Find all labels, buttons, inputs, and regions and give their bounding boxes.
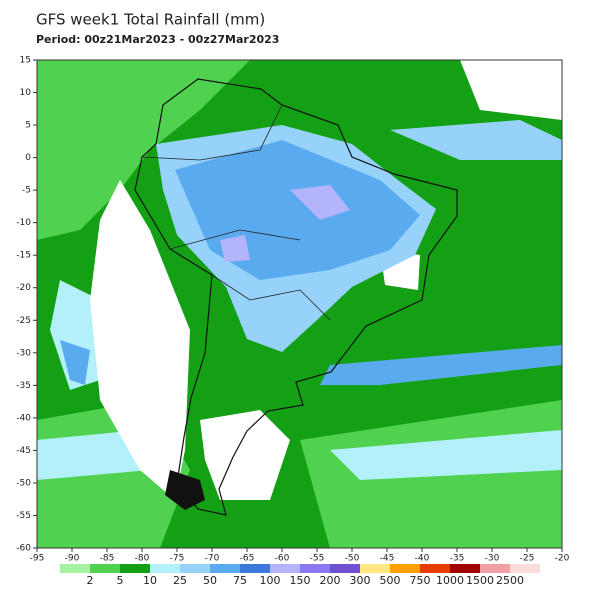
field-cyan xyxy=(330,430,562,480)
colorbar-swatch xyxy=(90,564,120,573)
colorbar-label: 75 xyxy=(233,574,247,587)
x-tick-label: -95 xyxy=(30,554,45,564)
y-tick-label: -50 xyxy=(16,478,31,488)
x-tick-label: -75 xyxy=(170,554,185,564)
colorbar-swatch xyxy=(240,564,270,573)
colorbar-label: 50 xyxy=(203,574,217,587)
colorbar-label: 25 xyxy=(173,574,187,587)
x-tick-label: -20 xyxy=(555,554,570,564)
y-tick-label: -10 xyxy=(16,218,31,228)
colorbar-label: 200 xyxy=(320,574,341,587)
colorbar-label: 1500 xyxy=(466,574,494,587)
colorbar-label: 2 xyxy=(87,574,94,587)
title: GFS week1 Total Rainfall (mm) xyxy=(36,11,265,29)
y-tick-label: -15 xyxy=(16,251,31,261)
field-band xyxy=(320,345,562,385)
x-tick-label: -70 xyxy=(205,554,220,564)
colorbar-swatch xyxy=(180,564,210,573)
y-tick-label: 10 xyxy=(20,88,32,98)
y-tick-label: -20 xyxy=(16,283,31,293)
colorbar-swatch xyxy=(390,564,420,573)
colorbar-swatch xyxy=(270,564,300,573)
x-tick-label: -65 xyxy=(240,554,255,564)
field-dry xyxy=(200,410,290,500)
colorbar-swatch xyxy=(420,564,450,573)
field-cyan xyxy=(37,430,150,480)
y-tick-label: -40 xyxy=(16,413,31,423)
colorbar-swatch xyxy=(120,564,150,573)
y-tick-label: -30 xyxy=(16,348,31,358)
islands xyxy=(165,470,205,510)
map-frame xyxy=(36,59,563,549)
x-tick-label: -55 xyxy=(310,554,325,564)
axes: -95 -90 -85 -80 -75 -70 -65 -60 -55 -50 -45 -40 -35-… xyxy=(16,56,569,564)
y-tick-label: 0 xyxy=(25,153,31,163)
colorbar-swatch xyxy=(450,564,480,573)
x-tick-label: -80 xyxy=(135,554,150,564)
colorbar-swatch xyxy=(150,564,180,573)
y-tick-label: 15 xyxy=(20,56,31,66)
borders xyxy=(141,104,331,321)
colorbar-label: 300 xyxy=(350,574,371,587)
colorbar-swatch xyxy=(360,564,390,573)
x-tick-label: -85 xyxy=(100,554,115,564)
colorbar-label: 1000 xyxy=(436,574,464,587)
y-tick-label: -35 xyxy=(16,381,31,391)
x-tick-label: -30 xyxy=(485,554,500,564)
colorbar-label: 10 xyxy=(143,574,157,587)
colorbar-swatch xyxy=(60,564,90,573)
field-band xyxy=(390,120,562,160)
y-tick-label: -45 xyxy=(16,446,31,456)
x-tick-label: -45 xyxy=(380,554,395,564)
x-tick-label: -60 xyxy=(275,554,290,564)
y-tick-label: 5 xyxy=(25,121,31,131)
y-tick-label: -55 xyxy=(16,511,31,521)
colorbar-label: 5 xyxy=(117,574,124,587)
x-tick-label: -50 xyxy=(345,554,360,564)
colorbar-label: 2500 xyxy=(496,574,524,587)
y-tick-label: -25 xyxy=(16,316,31,326)
colorbar: 2 5 10 25 50 75 100 150 200 300 500 750 1000 1500 2500 xyxy=(60,564,540,587)
colorbar-swatch xyxy=(330,564,360,573)
x-tick-label: -35 xyxy=(450,554,465,564)
field-dry xyxy=(460,60,562,120)
field-band xyxy=(60,340,90,385)
x-tick-label: -90 xyxy=(65,554,80,564)
field-light xyxy=(37,60,250,240)
colorbar-label: 100 xyxy=(260,574,281,587)
period: Period: 00z21Mar2023 - 00z27Mar2023 xyxy=(36,33,279,46)
colorbar-swatch xyxy=(300,564,330,573)
colorbar-label: 500 xyxy=(380,574,401,587)
y-tick-label: -60 xyxy=(16,544,31,554)
y-tick-label: -5 xyxy=(22,186,31,196)
colorbar-swatch xyxy=(480,564,510,573)
x-tick-label: -25 xyxy=(520,554,535,564)
field-purple xyxy=(220,185,350,262)
field-dry xyxy=(90,180,190,500)
colorbar-swatch xyxy=(510,564,540,573)
x-tick-label: -40 xyxy=(415,554,430,564)
colorbar-label: 150 xyxy=(290,574,311,587)
colorbar-label: 750 xyxy=(410,574,431,587)
colorbar-swatch xyxy=(210,564,240,573)
rainfall-field xyxy=(37,60,562,548)
